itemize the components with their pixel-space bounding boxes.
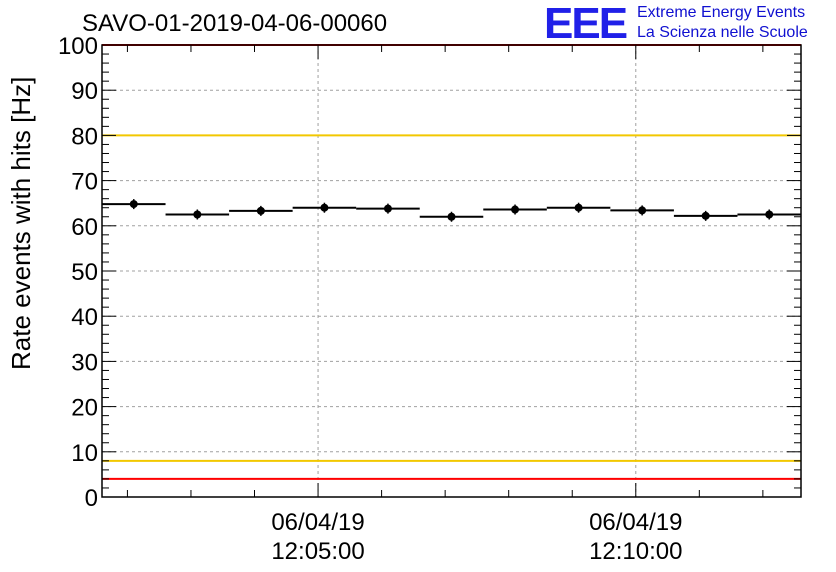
y-tick-labels: 0 10 20 30 40 50 60 70 80 90 100 — [58, 33, 98, 512]
data-point — [638, 206, 647, 215]
y-tick-label: 30 — [71, 349, 98, 376]
data-point — [701, 211, 710, 220]
axes-frame — [101, 44, 802, 498]
data-points — [102, 199, 801, 222]
data-point — [511, 205, 520, 214]
y-tick-label: 50 — [71, 259, 98, 286]
y-tick-label: 70 — [71, 169, 98, 196]
y-tick-label: 20 — [71, 395, 98, 422]
run-title: SAVO-01-2019-04-06-00060 — [82, 10, 388, 37]
y-tick-label: 90 — [71, 78, 98, 105]
grid-lines — [102, 45, 801, 497]
logo-mark: EEE — [544, 0, 628, 48]
data-point — [193, 210, 202, 219]
x-tick-date: 06/04/19 — [589, 509, 682, 536]
x-tick-time: 12:10:00 — [589, 538, 682, 565]
y-axis-label-text: Rate events with hits [Hz] — [6, 76, 36, 370]
y-tick-label: 10 — [71, 440, 98, 467]
data-point — [447, 212, 456, 221]
y-tick-label: 60 — [71, 214, 98, 241]
y-tick-label: 100 — [58, 33, 98, 60]
x-tick-date: 06/04/19 — [271, 509, 364, 536]
y-tick-label: 0 — [85, 485, 98, 512]
data-point — [765, 210, 774, 219]
logo-line-1: Extreme Energy Events — [637, 4, 806, 21]
x-tick-time: 12:05:00 — [271, 538, 364, 565]
data-point — [383, 204, 392, 213]
data-point — [574, 203, 583, 212]
data-point — [256, 206, 265, 215]
y-tick-label: 80 — [71, 123, 98, 150]
data-point — [320, 203, 329, 212]
y-tick-label: 40 — [71, 304, 98, 331]
logo-line-2: La Scienza nelle Scuole — [637, 24, 808, 41]
data-point — [129, 200, 138, 209]
reference-lines — [102, 44, 801, 480]
